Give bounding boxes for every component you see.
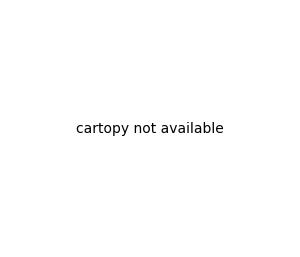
Text: cartopy not available: cartopy not available <box>76 122 224 135</box>
